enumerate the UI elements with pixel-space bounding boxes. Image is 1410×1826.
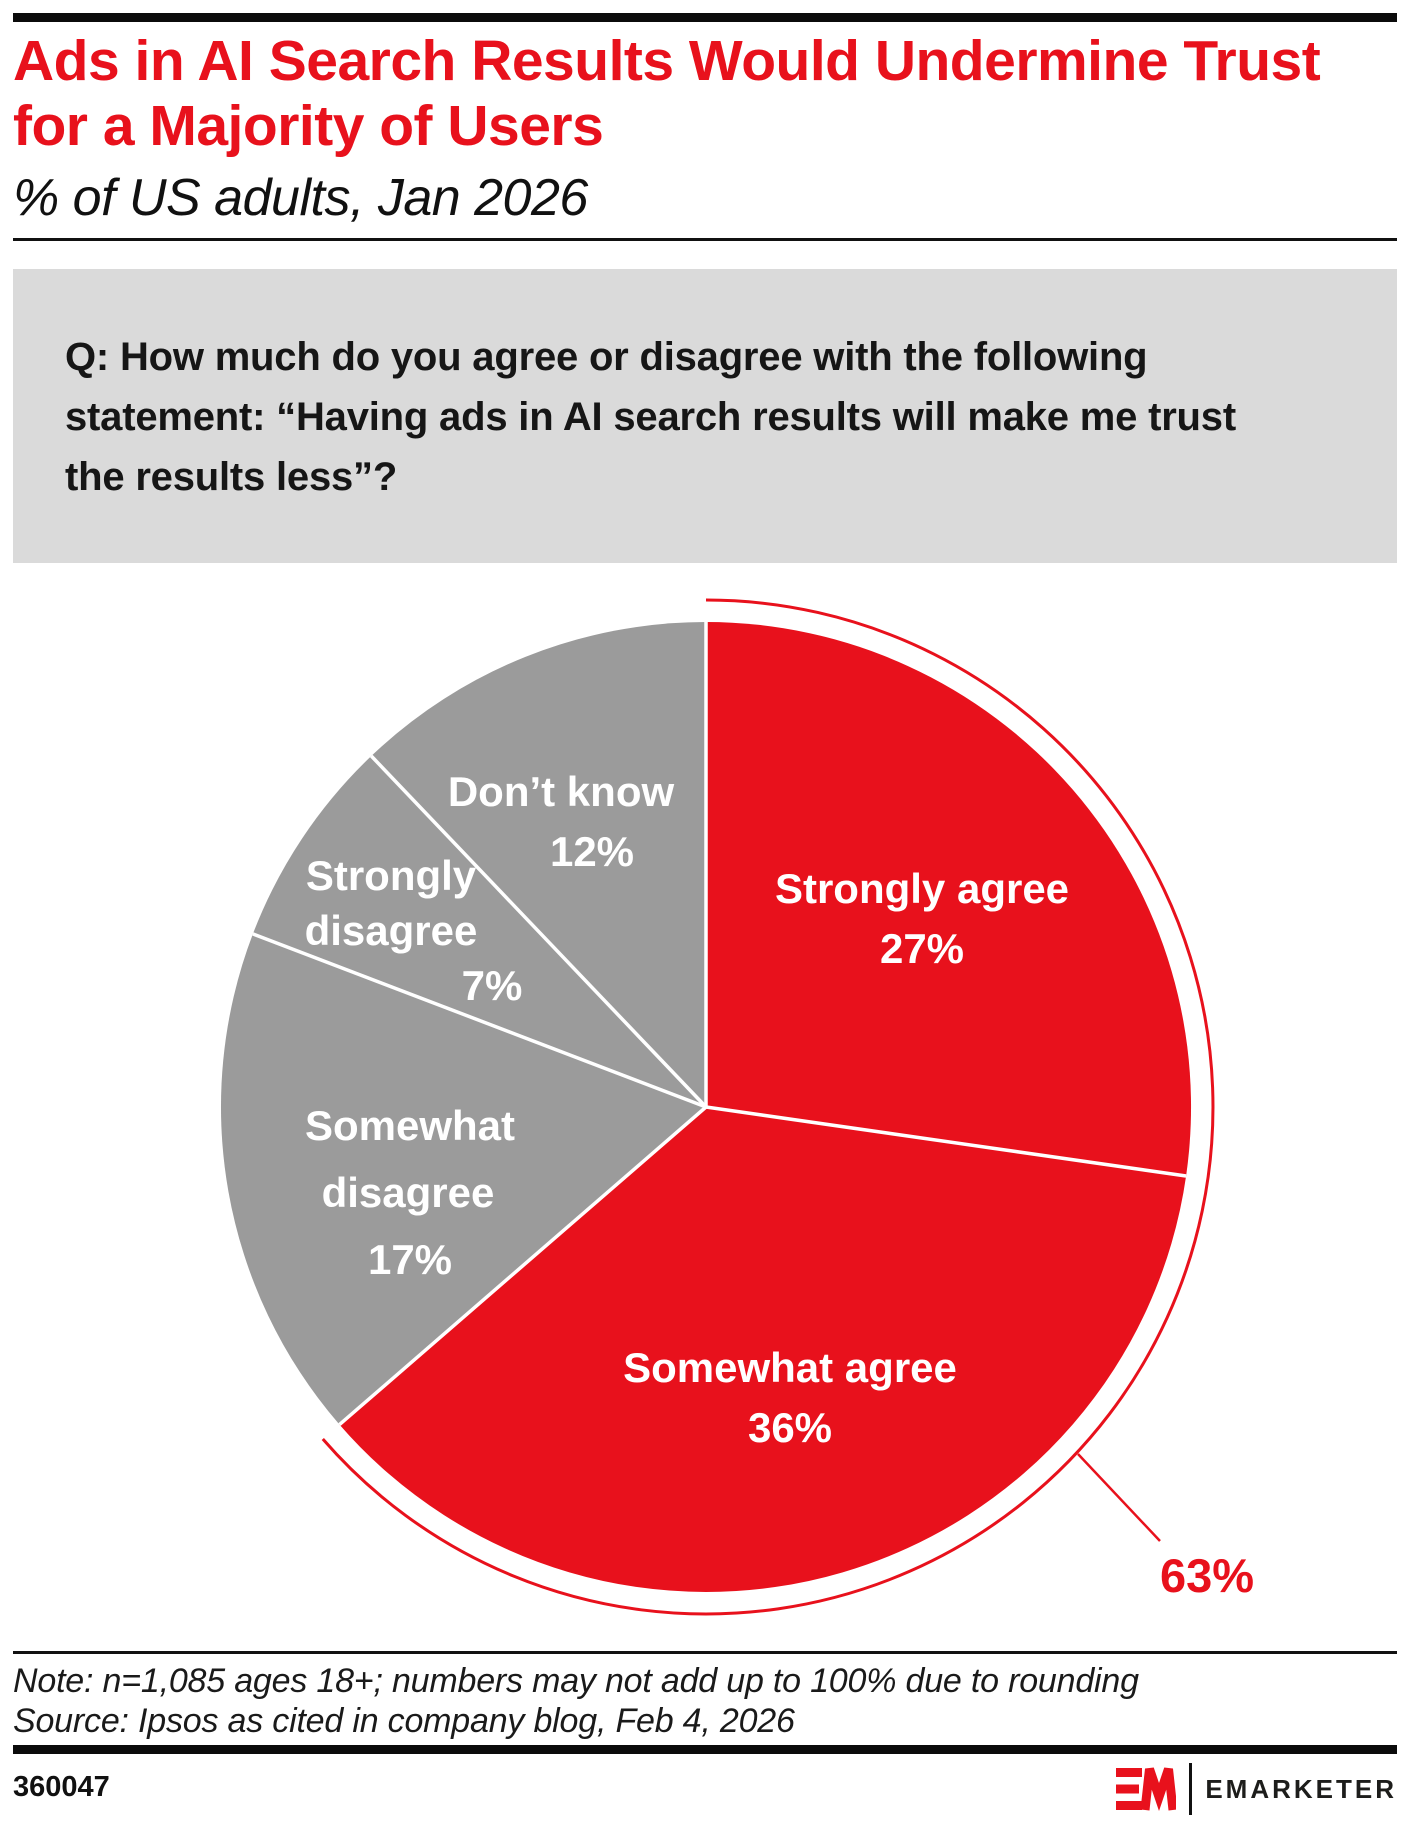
pie-slice-somewhat-agree [339, 1107, 1187, 1592]
pie-label-strongly-agree-line1: Strongly agree [775, 865, 1069, 912]
pie-label-strongly-disagree-line2: disagree [305, 907, 478, 954]
slice-divider-4 [370, 754, 708, 1109]
header-divider-rule [13, 238, 1397, 241]
emarketer-logo: EMARKETER [1116, 1763, 1397, 1815]
pie-value-strongly-agree: 27% [880, 925, 964, 972]
page-title: Ads in AI Search Results Would Undermine… [13, 29, 1403, 159]
pie-label-somewhat-disagree-line1: Somewhat [305, 1102, 515, 1149]
page-title-line1: Ads in AI Search Results Would Undermine… [13, 29, 1321, 93]
pie-slice-don-t-know [371, 622, 706, 1107]
pie-label-somewhat-agree-line1: Somewhat agree [623, 1344, 957, 1391]
source-line: Source: Ipsos as cited in company blog, … [13, 1702, 795, 1740]
emarketer-logo-mark [1116, 1767, 1177, 1811]
slice-divider-1 [705, 1105, 1187, 1178]
pie-value-somewhat-agree: 36% [748, 1404, 832, 1451]
pie-slice-somewhat-disagree [220, 933, 706, 1425]
logo-m-stroke [1140, 1767, 1177, 1811]
agree-total-callout: 63% [1160, 1549, 1254, 1602]
page-subtitle: % of US adults, Jan 2026 [13, 169, 588, 227]
pie-label-strongly-disagree-line1: Strongly [306, 852, 477, 899]
agree-callout-leader-line [1077, 1453, 1161, 1542]
pie-slice-strongly-disagree [252, 756, 706, 1107]
survey-question-line3: the results less”? [65, 455, 398, 499]
slice-divider-2 [338, 1105, 708, 1426]
logo-divider [1189, 1763, 1193, 1815]
footer-bar [13, 1745, 1397, 1754]
pie-slice-strongly-agree [706, 622, 1192, 1176]
pie-value-somewhat-disagree: 17% [368, 1236, 452, 1283]
agree-total-arc [321, 598, 1215, 1616]
chart-id: 360047 [13, 1771, 110, 1803]
footnote: Note: n=1,085 ages 18+; numbers may not … [13, 1662, 1139, 1700]
slice-divider-3 [252, 932, 707, 1109]
survey-question-line2: statement: “Having ads in AI search resu… [65, 395, 1236, 439]
survey-question-line1: Q: How much do you agree or disagree wit… [65, 335, 1148, 379]
pie-value-strongly-disagree: 7% [462, 962, 523, 1009]
pie-value-don-t-know: 12% [550, 828, 634, 875]
footer-divider-rule [13, 1651, 1397, 1654]
page-title-line2: for a Majority of Users [13, 94, 604, 158]
top-rule-bar [13, 13, 1397, 22]
pie-label-don-t-know-line1: Don’t know [448, 768, 675, 815]
survey-question-text: Q: How much do you agree or disagree wit… [65, 327, 1357, 507]
emarketer-wordmark: EMARKETER [1205, 1773, 1397, 1804]
survey-question-box: Q: How much do you agree or disagree wit… [13, 269, 1397, 563]
pie-label-somewhat-disagree-line2: disagree [322, 1169, 495, 1216]
